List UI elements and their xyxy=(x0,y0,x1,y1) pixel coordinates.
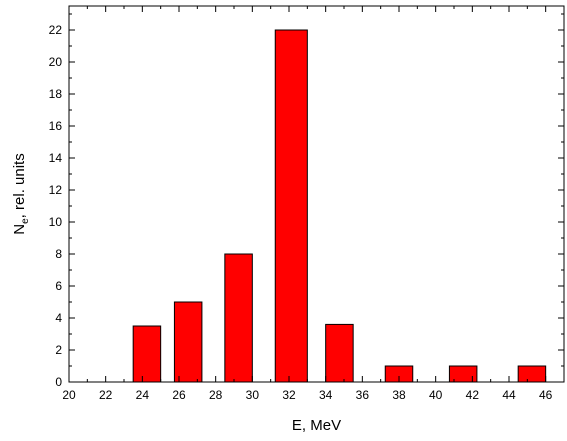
x-tick-label: 46 xyxy=(539,388,553,402)
x-tick-label: 44 xyxy=(502,388,516,402)
bar-2 xyxy=(173,301,203,383)
y-tick-label: 8 xyxy=(55,247,62,261)
x-tick-label: 30 xyxy=(246,388,260,402)
bar-1 xyxy=(132,325,162,383)
y-tick-label: 12 xyxy=(49,183,63,197)
plot-frame xyxy=(68,5,565,383)
y-tick-label: 6 xyxy=(55,279,62,293)
x-tick-label: 26 xyxy=(172,388,186,402)
y-tick-label: 14 xyxy=(49,151,63,165)
x-tick-label: 40 xyxy=(429,388,443,402)
y-tick-label: 4 xyxy=(55,311,62,325)
x-tick-label: 32 xyxy=(282,388,296,402)
x-axis-title: E, MeV xyxy=(292,417,341,434)
x-tick-label: 42 xyxy=(466,388,480,402)
y-tick-label: 20 xyxy=(49,55,63,69)
y-axis-title-subscript: e xyxy=(20,218,31,224)
x-tick-label: 22 xyxy=(99,388,113,402)
bar-3 xyxy=(224,253,253,383)
x-tick-label: 38 xyxy=(392,388,406,402)
y-axis-title-main: N xyxy=(11,224,28,235)
y-tick-label: 2 xyxy=(55,343,62,357)
y-tick-label: 10 xyxy=(49,215,63,229)
tick-labels-group: 20 22 24 26 28 30 32 34 36 38 40 42 44 46024681012141… xyxy=(49,23,553,402)
x-tick-label: 24 xyxy=(136,388,150,402)
bars-group xyxy=(132,29,547,383)
y-tick-label: 18 xyxy=(49,87,63,101)
y-tick-label: 22 xyxy=(49,23,63,37)
bar-5 xyxy=(325,323,354,383)
x-tick-label: 28 xyxy=(209,388,223,402)
y-axis-title: Ne, rel. units xyxy=(11,153,31,234)
y-tick-label: 16 xyxy=(49,119,63,133)
x-tick-label: 20 xyxy=(62,388,76,402)
x-tick-label: 34 xyxy=(319,388,333,402)
x-tick-label: 36 xyxy=(356,388,370,402)
bar-4 xyxy=(274,29,308,383)
y-axis-title-rest: , rel. units xyxy=(11,153,28,218)
bar-8 xyxy=(517,365,547,383)
y-tick-label: 0 xyxy=(55,375,62,389)
